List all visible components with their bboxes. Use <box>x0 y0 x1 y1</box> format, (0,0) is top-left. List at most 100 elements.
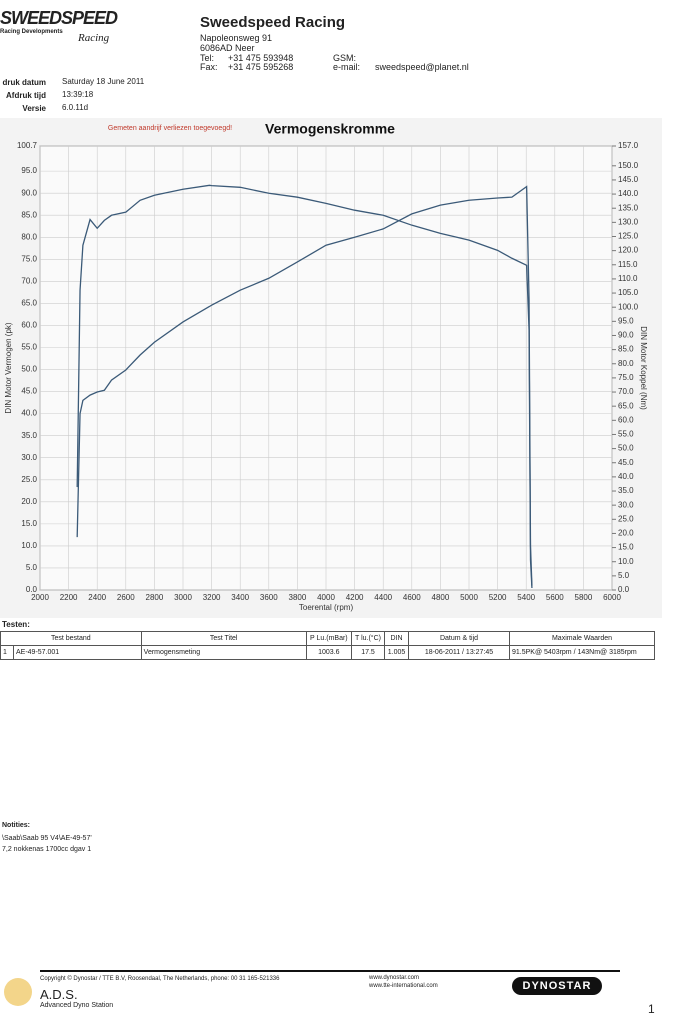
y-tick-label: 20.0 <box>21 497 37 506</box>
note-line: \Saab\Saab 95 V4\AE-49-57' <box>2 835 92 842</box>
gsm-label: GSM: <box>333 53 357 63</box>
y2-tick-label: 135.0 <box>618 203 639 212</box>
y2-tick-label: 90.0 <box>618 331 634 340</box>
y-tick-label: 15.0 <box>21 519 37 528</box>
x-tick-label: 5000 <box>460 593 478 602</box>
cell: 91.5PK@ 5403rpm / 143Nm@ 3185rpm <box>509 645 655 660</box>
note-line: 7,2 nokkenas 1700cc dgav 1 <box>2 846 92 853</box>
y-tick-label: 45.0 <box>21 387 37 396</box>
x-tick-label: 3600 <box>260 593 278 602</box>
y2-tick-label: 130.0 <box>618 217 639 226</box>
y-tick-label: 35.0 <box>21 431 37 440</box>
data-row: 1 AE-49-57.001 Vermogensmeting 1003.6 17… <box>0 645 655 660</box>
y2-tick-label: 80.0 <box>618 359 634 368</box>
x-tick-label: 3800 <box>289 593 307 602</box>
web: www.tte-international.com <box>369 983 438 989</box>
cell: 1.005 <box>384 645 409 660</box>
y2-tick-label: 110.0 <box>618 274 638 283</box>
tel: +31 475 593948 <box>228 53 294 63</box>
copyright: Copyright © Dynostar / TTE B.V, Roosenda… <box>40 976 280 982</box>
x-tick-label: 5200 <box>489 593 507 602</box>
notes-title: Notities: <box>2 822 30 829</box>
y-tick-label: 80.0 <box>21 232 37 241</box>
cell: 1 <box>0 645 14 660</box>
y-tick-label: 75.0 <box>21 254 37 263</box>
y-tick-label: 5.0 <box>26 563 38 572</box>
x-tick-label: 6000 <box>603 593 621 602</box>
x-tick-label: 4000 <box>317 593 335 602</box>
y-tick-label: 25.0 <box>21 475 37 484</box>
y-tick-label: 50.0 <box>21 365 37 374</box>
y2-tick-label: 105.0 <box>618 288 639 297</box>
header-cell: Test bestand <box>0 631 142 646</box>
ads-sub: Advanced Dyno Station <box>40 1002 114 1009</box>
y2-tick-label: 60.0 <box>618 415 634 424</box>
y2-tick-label: 65.0 <box>618 401 634 410</box>
y2-tick-label: 25.0 <box>618 514 634 523</box>
y2-axis-label: DIN Motor Koppel (Nm) <box>639 326 648 410</box>
header-cell: Datum & tijd <box>408 631 510 646</box>
x-tick-label: 5400 <box>517 593 535 602</box>
y2-tick-label: 10.0 <box>618 557 634 566</box>
y-tick-label: 10.0 <box>21 541 37 550</box>
fax: +31 475 595268 <box>228 62 294 72</box>
info-label: Versie <box>22 104 46 113</box>
y-tick-label: 60.0 <box>21 321 37 330</box>
y-tick-label: 100.7 <box>17 141 38 150</box>
x-tick-label: 5600 <box>546 593 564 602</box>
y2-tick-label: 55.0 <box>618 430 634 439</box>
x-tick-label: 4800 <box>432 593 450 602</box>
x-tick-label: 3400 <box>231 593 249 602</box>
city: 6086AD Neer <box>200 43 255 53</box>
chart-title: Vermogenskromme <box>265 121 395 137</box>
street: Napoleonsweg 91 <box>200 33 273 43</box>
y2-tick-label: 70.0 <box>618 387 634 396</box>
y-tick-label: 95.0 <box>21 166 37 175</box>
y2-tick-label: 40.0 <box>618 472 634 481</box>
x-tick-label: 2200 <box>60 593 78 602</box>
x-tick-label: 4200 <box>346 593 364 602</box>
y-tick-label: 65.0 <box>21 299 37 308</box>
y2-tick-label: 120.0 <box>618 246 639 255</box>
x-tick-label: 3000 <box>174 593 192 602</box>
header-cell: T lu.(°C) <box>351 631 385 646</box>
y2-tick-label: 140.0 <box>618 189 639 198</box>
y-tick-label: 30.0 <box>21 453 37 462</box>
table-title: Testen: <box>2 620 30 629</box>
tel-label: Tel: <box>200 53 215 63</box>
y2-tick-label: 75.0 <box>618 373 634 382</box>
y2-tick-label: 0.0 <box>618 585 630 594</box>
series-line <box>76 185 533 586</box>
ads-icon <box>4 978 32 1006</box>
test-table: Test bestand Test Titel P Lu.(mBar) T lu… <box>0 631 655 660</box>
y2-tick-label: 100.0 <box>618 302 639 311</box>
y-tick-label: 40.0 <box>21 409 37 418</box>
y2-tick-label: 50.0 <box>618 444 634 453</box>
email: sweedspeed@planet.nl <box>375 62 469 72</box>
info-label: druk datum <box>2 78 46 87</box>
page-number: 1 <box>648 1002 655 1016</box>
header-row: Test bestand Test Titel P Lu.(mBar) T lu… <box>0 631 655 646</box>
ads: A.D.S. <box>40 987 78 1002</box>
info-value: 6.0.11d <box>62 103 89 112</box>
chart-note: Gemeten aandrijf verliezen toegevoegd! <box>108 125 232 132</box>
cell: AE-49-57.001 <box>13 645 142 660</box>
x-tick-label: 4400 <box>374 593 392 602</box>
y-axis-label: DIN Motor Vermogen (pk) <box>4 322 13 413</box>
cell: 1003.6 <box>305 645 353 660</box>
company: Sweedspeed Racing <box>200 14 346 31</box>
y2-tick-label: 145.0 <box>618 175 639 184</box>
info-value: Saturday 18 June 2011 <box>62 77 145 86</box>
x-tick-label: 5800 <box>575 593 593 602</box>
info-value: 13:39:18 <box>62 90 94 99</box>
y2-tick-label: 30.0 <box>618 500 634 509</box>
y2-tick-label: 150.0 <box>618 161 639 170</box>
y2-tick-label: 20.0 <box>618 529 634 538</box>
logo-script: Racing <box>78 32 110 44</box>
logo-sub: Racing Developments <box>0 29 63 35</box>
x-tick-label: 3200 <box>203 593 221 602</box>
header-cell: DIN <box>384 631 409 646</box>
series-line <box>76 184 533 589</box>
x-tick-label: 2400 <box>88 593 106 602</box>
